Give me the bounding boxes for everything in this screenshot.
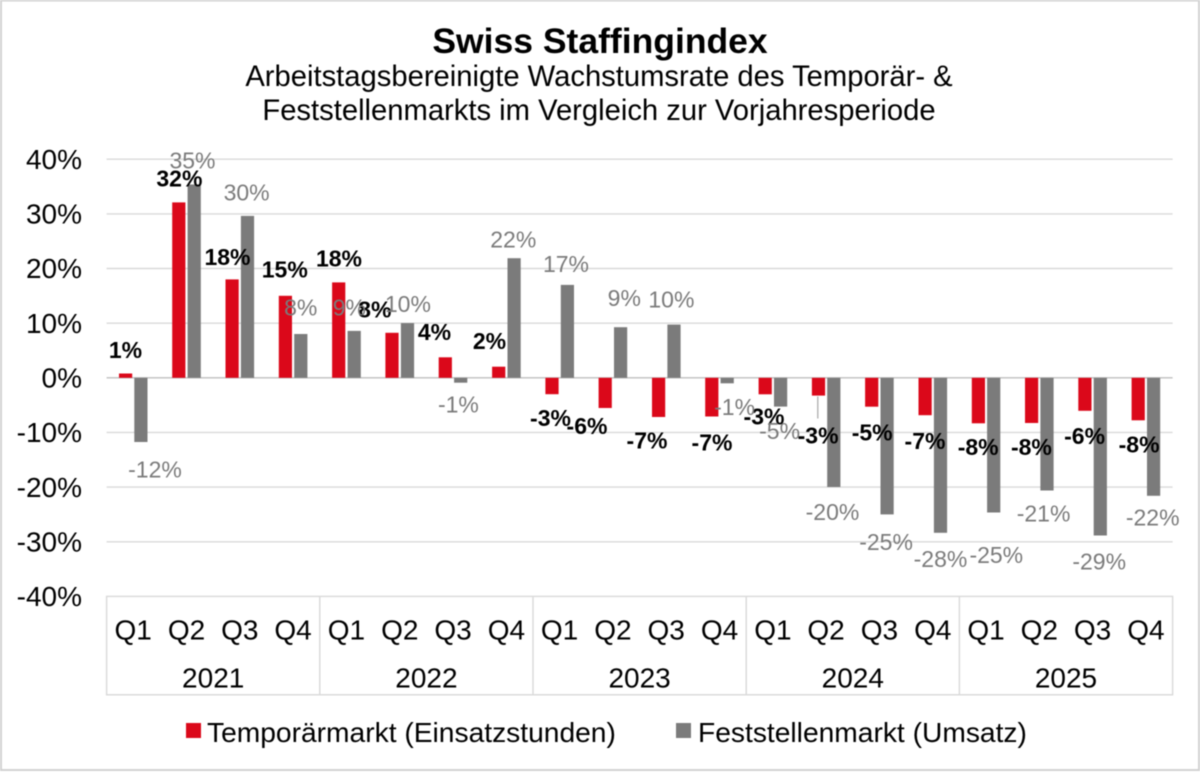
svg-text:Temporärmarkt (Einsatzstunden): Temporärmarkt (Einsatzstunden): [207, 716, 616, 748]
svg-text:Q2: Q2: [807, 615, 844, 646]
svg-text:Q1: Q1: [754, 615, 791, 646]
svg-text:Q3: Q3: [434, 615, 471, 646]
svg-text:-10%: -10%: [17, 417, 82, 448]
svg-text:Q3: Q3: [221, 615, 258, 646]
svg-text:Q4: Q4: [701, 615, 738, 646]
svg-text:-30%: -30%: [17, 527, 82, 558]
svg-text:9%: 9%: [608, 285, 641, 311]
svg-text:Feststellenmarkt (Umsatz): Feststellenmarkt (Umsatz): [698, 716, 1027, 748]
svg-text:-1%: -1%: [438, 392, 479, 418]
svg-text:10%: 10%: [385, 291, 431, 317]
svg-text:22%: 22%: [490, 227, 536, 253]
svg-text:Q4: Q4: [488, 615, 525, 646]
svg-text:-6%: -6%: [1064, 423, 1105, 449]
svg-text:10%: 10%: [26, 308, 82, 339]
svg-text:-6%: -6%: [567, 413, 608, 439]
svg-text:-5%: -5%: [759, 418, 800, 444]
svg-text:Q3: Q3: [861, 615, 898, 646]
svg-text:-29%: -29%: [1072, 549, 1126, 575]
svg-text:18%: 18%: [316, 246, 362, 272]
svg-text:2021: 2021: [182, 663, 244, 694]
svg-text:2024: 2024: [822, 663, 884, 694]
svg-text:0%: 0%: [42, 363, 82, 394]
svg-text:-25%: -25%: [859, 529, 913, 555]
svg-text:-28%: -28%: [914, 546, 968, 572]
svg-text:18%: 18%: [204, 244, 250, 270]
svg-text:-1%: -1%: [714, 394, 755, 420]
svg-text:Q4: Q4: [274, 615, 311, 646]
svg-text:Q1: Q1: [328, 615, 365, 646]
svg-text:Q1: Q1: [115, 615, 152, 646]
svg-text:2%: 2%: [473, 328, 506, 354]
svg-text:Q2: Q2: [168, 615, 205, 646]
svg-text:Q3: Q3: [648, 615, 685, 646]
svg-text:2023: 2023: [608, 663, 670, 694]
svg-text:Q4: Q4: [1127, 615, 1164, 646]
svg-text:40%: 40%: [26, 144, 82, 175]
svg-text:-8%: -8%: [1119, 432, 1160, 458]
svg-text:2022: 2022: [395, 663, 457, 694]
svg-text:Q3: Q3: [1074, 615, 1111, 646]
svg-text:35%: 35%: [169, 148, 215, 174]
svg-text:Q1: Q1: [967, 615, 1004, 646]
svg-text:4%: 4%: [418, 319, 451, 345]
svg-text:-25%: -25%: [969, 542, 1023, 568]
svg-text:-3%: -3%: [530, 405, 571, 431]
svg-text:-7%: -7%: [905, 428, 946, 454]
svg-text:-3%: -3%: [744, 404, 785, 430]
svg-text:Q2: Q2: [594, 615, 631, 646]
svg-text:30%: 30%: [26, 199, 82, 230]
svg-text:8%: 8%: [284, 295, 317, 321]
svg-text:-8%: -8%: [958, 434, 999, 460]
svg-text:-21%: -21%: [1017, 500, 1071, 526]
svg-text:-22%: -22%: [1126, 505, 1180, 531]
svg-text:15%: 15%: [262, 257, 308, 283]
svg-text:-3%: -3%: [798, 423, 839, 449]
svg-text:Arbeitstagsbereinigte Wachstum: Arbeitstagsbereinigte Wachstumsrate des …: [245, 61, 953, 93]
svg-text:-20%: -20%: [806, 499, 860, 525]
svg-text:1%: 1%: [109, 337, 142, 363]
svg-text:17%: 17%: [543, 251, 589, 277]
svg-text:-7%: -7%: [692, 430, 733, 456]
svg-text:9%: 9%: [333, 295, 366, 321]
svg-text:-40%: -40%: [17, 581, 82, 612]
svg-text:-20%: -20%: [17, 472, 82, 503]
svg-text:Q1: Q1: [541, 615, 578, 646]
svg-text:32%: 32%: [156, 165, 202, 191]
svg-text:8%: 8%: [358, 297, 391, 323]
svg-text:-5%: -5%: [852, 420, 893, 446]
svg-text:Feststellenmarkts im Vergleich: Feststellenmarkts im Vergleich zur Vorja…: [262, 95, 935, 127]
svg-text:2025: 2025: [1035, 663, 1097, 694]
svg-text:20%: 20%: [26, 253, 82, 284]
svg-text:30%: 30%: [224, 180, 270, 206]
svg-text:-7%: -7%: [627, 428, 668, 454]
svg-text:-12%: -12%: [128, 456, 182, 482]
svg-text:10%: 10%: [648, 287, 694, 313]
svg-text:Q2: Q2: [1021, 615, 1058, 646]
svg-text:Q4: Q4: [914, 615, 951, 646]
svg-text:Q2: Q2: [381, 615, 418, 646]
svg-text:Swiss Staffingindex: Swiss Staffingindex: [432, 21, 768, 61]
svg-text:-8%: -8%: [1011, 434, 1052, 460]
